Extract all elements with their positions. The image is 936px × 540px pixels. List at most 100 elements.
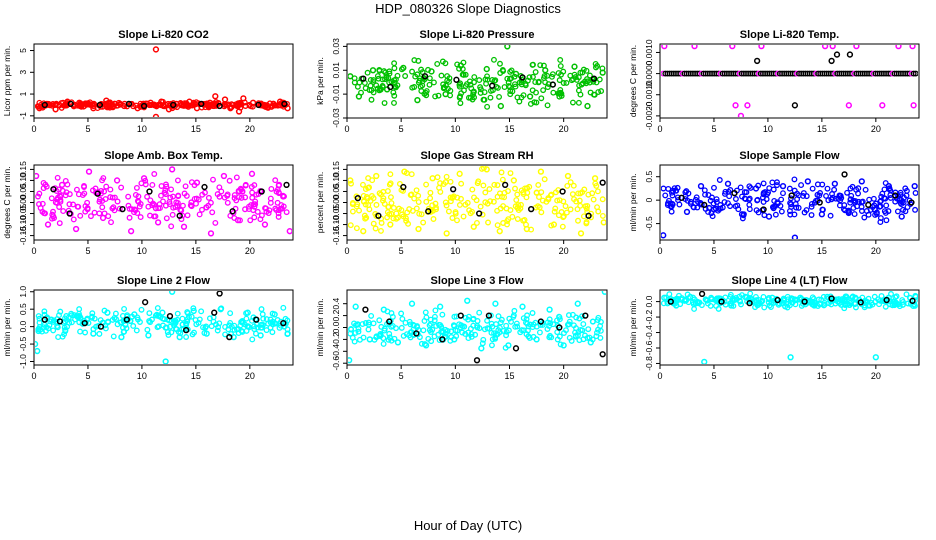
data-point — [107, 186, 114, 193]
x-tick-label: 15 — [191, 246, 201, 256]
data-point — [119, 312, 126, 319]
y-axis-label: Licor ppm per min. — [2, 46, 12, 116]
data-point — [360, 192, 367, 199]
data-point — [474, 318, 481, 324]
data-point — [668, 208, 675, 215]
data-point — [755, 209, 762, 216]
data-point — [66, 320, 73, 326]
data-point — [377, 333, 384, 339]
data-point — [786, 208, 793, 214]
data-point — [499, 176, 506, 183]
data-point — [190, 307, 197, 315]
data-point — [420, 219, 427, 226]
data-point — [42, 327, 49, 334]
chart-panel: Slope Line 2 Flow ml/min per min. 0 5 10 15 20… — [2, 275, 294, 381]
data-point — [710, 206, 718, 213]
data-points — [661, 291, 918, 364]
data-point — [249, 189, 256, 196]
data-point — [504, 45, 511, 50]
data-point — [389, 322, 396, 329]
data-point — [262, 205, 269, 212]
data-point — [413, 205, 420, 212]
plot-frame — [346, 43, 608, 119]
data-point — [413, 187, 420, 194]
data-point — [145, 203, 152, 210]
data-point — [184, 309, 191, 316]
data-point — [512, 70, 520, 77]
data-point — [432, 93, 439, 100]
data-point — [189, 331, 196, 338]
data-point — [434, 174, 441, 181]
data-point — [74, 313, 80, 320]
data-point — [365, 319, 372, 326]
highlight-point — [67, 100, 74, 108]
x-tick-label: 0 — [31, 246, 36, 256]
data-point — [231, 195, 238, 202]
data-point — [458, 180, 465, 187]
data-point — [514, 216, 521, 222]
data-point — [456, 202, 463, 208]
data-point — [146, 310, 153, 317]
x-tick-label: 15 — [504, 246, 514, 256]
data-point — [137, 214, 144, 221]
data-point — [77, 212, 84, 219]
x-tick-label: 15 — [191, 371, 201, 381]
data-point — [595, 89, 602, 96]
page-title: HDP_080326 Slope Diagnostics — [375, 1, 561, 16]
highlight-point — [97, 323, 105, 330]
data-point — [87, 101, 94, 108]
data-point — [401, 168, 408, 175]
data-point — [35, 193, 41, 200]
data-point — [443, 230, 450, 237]
data-point — [586, 72, 593, 79]
data-point — [793, 204, 800, 211]
data-point — [820, 302, 827, 309]
data-point — [250, 207, 257, 214]
data-point — [390, 215, 397, 222]
data-point — [360, 228, 367, 235]
data-point — [231, 326, 238, 333]
data-point — [362, 201, 369, 208]
data-point — [590, 318, 596, 325]
chart-title: Slope Line 2 Flow — [117, 275, 210, 287]
highlight-point — [537, 318, 545, 325]
data-point — [538, 189, 545, 196]
data-point — [420, 327, 427, 334]
data-point — [722, 301, 729, 308]
data-point — [415, 57, 422, 64]
data-point — [550, 321, 557, 328]
data-point — [473, 197, 480, 204]
data-point — [840, 206, 847, 213]
data-point — [152, 113, 160, 117]
data-point — [560, 80, 567, 86]
data-point — [902, 208, 909, 215]
data-point — [507, 170, 514, 177]
highlight-point — [166, 313, 174, 320]
data-point — [266, 207, 273, 214]
data-point — [355, 93, 363, 100]
data-point — [380, 306, 387, 313]
y-axis-label: ml/min per min. — [628, 298, 638, 356]
data-point — [673, 302, 680, 309]
data-point — [862, 186, 869, 193]
data-point — [391, 60, 398, 67]
data-point — [283, 209, 290, 216]
data-point — [454, 217, 460, 224]
data-point — [541, 75, 547, 82]
y-tick-label: -0.6 — [644, 340, 654, 355]
data-point — [827, 212, 834, 219]
data-point — [391, 335, 398, 342]
data-point — [58, 181, 66, 189]
data-point — [539, 197, 546, 204]
x-tick-label: 0 — [31, 124, 36, 134]
x-tick-label: 5 — [399, 371, 404, 381]
data-point — [239, 188, 246, 195]
data-point — [683, 208, 691, 216]
data-point — [594, 188, 601, 195]
data-point — [724, 200, 731, 207]
x-tick-label: 0 — [344, 246, 349, 256]
highlight-point — [170, 101, 177, 109]
data-point — [695, 300, 702, 307]
data-point — [179, 315, 186, 322]
data-point — [729, 45, 736, 50]
